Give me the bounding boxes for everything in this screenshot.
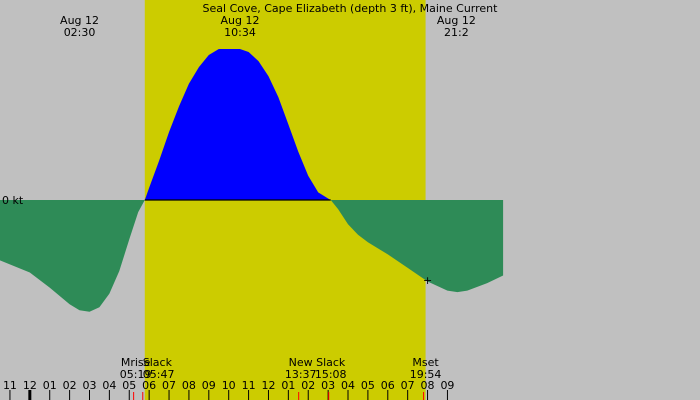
x-tick-label: 03 — [321, 379, 335, 392]
x-ticks: 11 12 01 02 03 04 05 06 07 08 09 10 11 12 01 02 03 04 05 06… — [3, 379, 454, 400]
x-tick-label: 06 — [142, 379, 156, 392]
x-tick-label: 05 — [361, 379, 375, 392]
event-label: Mrise — [121, 356, 151, 369]
event-time: 13:37 — [285, 368, 317, 381]
x-tick-label: 02 — [301, 379, 315, 392]
x-tick-label: 06 — [381, 379, 395, 392]
top-label-time: 02:30 — [64, 26, 96, 39]
zero-knot-label: 0 kt — [2, 194, 24, 207]
x-tick-label: 12 — [261, 379, 275, 392]
top-label-date: Aug 12 — [437, 14, 476, 27]
x-tick-label: 09 — [202, 379, 216, 392]
event-labels: Mrise05:19Slack05:47New13:37Slack15:08Ms… — [120, 356, 442, 381]
x-tick-label: 04 — [341, 379, 355, 392]
chart-title: Seal Cove, Cape Elizabeth (depth 3 ft), … — [203, 2, 499, 15]
event-label: Slack — [316, 356, 346, 369]
x-tick-label: 05 — [122, 379, 136, 392]
x-tick-label: 04 — [102, 379, 116, 392]
top-label-time: 10:34 — [224, 26, 256, 39]
ebb-area — [0, 200, 145, 312]
x-tick-label: 07 — [162, 379, 176, 392]
event-label: Mset — [412, 356, 439, 369]
x-tick-label: 08 — [421, 379, 435, 392]
x-tick-label: 12 — [23, 379, 37, 392]
cursor-mark: + — [423, 274, 432, 287]
top-label-time: 21:2 — [444, 26, 469, 39]
event-label: Slack — [143, 356, 173, 369]
x-tick-label: 10 — [222, 379, 236, 392]
event-time: 05:19 — [120, 368, 152, 381]
x-tick-label: 09 — [440, 379, 454, 392]
top-label-date: Aug 12 — [221, 14, 260, 27]
x-tick-label: 03 — [82, 379, 96, 392]
top-label-date: Aug 12 — [60, 14, 99, 27]
x-tick-label: 02 — [63, 379, 77, 392]
x-tick-label: 01 — [281, 379, 295, 392]
event-time: 05:47 — [143, 368, 175, 381]
x-tick-label: 01 — [43, 379, 57, 392]
ebb-area — [330, 200, 504, 293]
flood-area — [144, 49, 331, 200]
event-time: 15:08 — [315, 368, 347, 381]
current-area-layer — [0, 49, 504, 312]
event-time: 19:54 — [410, 368, 442, 381]
x-tick-label: 07 — [401, 379, 415, 392]
x-tick-label: 11 — [3, 379, 17, 392]
axis-layer: + — [144, 199, 432, 287]
x-tick-label: 11 — [242, 379, 256, 392]
event-label: New — [289, 356, 313, 369]
x-tick-label: 08 — [182, 379, 196, 392]
